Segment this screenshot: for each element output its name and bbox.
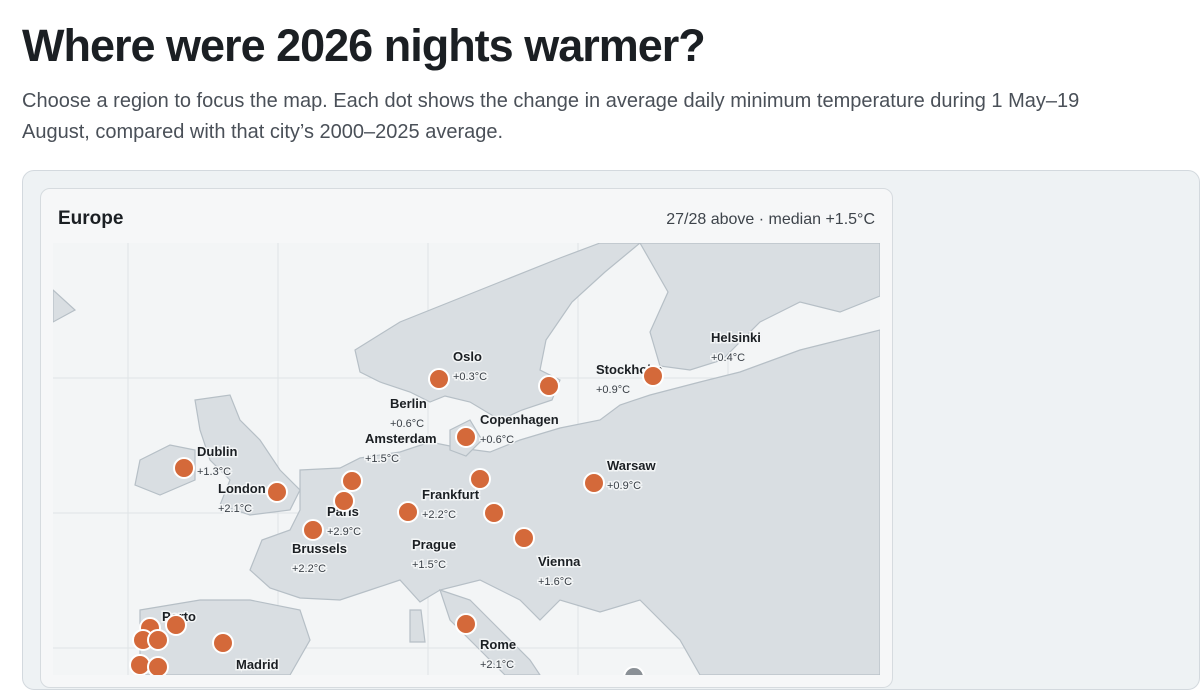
city-change: +1.5°C [365,453,399,465]
city-dot [538,375,560,397]
city-change: +1.5°C [412,559,446,571]
corsica-sardinia [409,609,426,643]
city-change: +1.6°C [538,576,572,588]
city-change: +0.3°C [453,371,487,383]
city-dot [129,654,151,675]
city-name: Oslo [453,349,482,364]
city-change: +2.1°C [480,659,514,671]
subtitle: Choose a region to focus the map. Each d… [22,90,1080,143]
city-name: Brussels [292,541,347,556]
city-dot [173,457,195,479]
continent [249,329,880,675]
city-dot [642,365,664,387]
city-dot [583,472,605,494]
city-name: Warsaw [607,458,657,473]
city-change: +0.6°C [390,418,424,430]
ireland [134,444,196,496]
city-name: Rome [480,637,516,652]
city-change: +1.3°C [197,466,231,478]
region-title: Europe [58,208,124,229]
city-dot [165,614,187,636]
city-name: Berlin [390,396,427,411]
city-name: Prague [412,537,456,552]
city-change: +0.6°C [480,434,514,446]
city-change: +0.4°C [711,352,745,364]
city-dot [302,519,324,541]
city-name: Amsterdam [365,431,437,446]
city-change: +2.2°C [292,563,326,575]
city-change: +2.9°C [327,526,361,538]
city-dot [212,632,234,654]
city-dot [623,666,645,675]
region-summary: 27/28 above · median +1.5°C [666,211,875,228]
city-name: London [218,481,266,496]
city-dot [333,490,355,512]
city-change: +0.9°C [607,480,641,492]
city-dot [147,656,169,675]
unlabelled-dots [129,375,645,675]
map: Oslo+0.3°CHelsinki+0.4°CStockholm+0.9°CB… [53,243,880,675]
city-dot [455,613,477,635]
city-change: +2.1°C [218,503,252,515]
city-dot [428,368,450,390]
city-change: +2.2°C [422,509,456,521]
city-dot [147,629,169,651]
city-dot [513,527,535,549]
city-dot [483,502,505,524]
finland [639,243,880,371]
title: Where were 2026 nights warmer? [22,20,706,71]
islet [53,289,77,323]
page: {"header": {"title": "Where were 2026 ni… [22,20,1200,690]
city-name: Madrid [236,657,279,672]
city-name: Frankfurt [422,487,480,502]
city-dots [165,365,664,654]
city-name: Vienna [538,554,581,569]
city-dot [341,470,363,492]
city-name: Copenhagen [480,412,559,427]
city-change: +0.9°C [596,384,630,396]
city-dot [266,481,288,503]
city-dot [455,426,477,448]
city-dot [397,501,419,523]
land [53,243,880,675]
city-name: Dublin [197,444,237,459]
city-name: Helsinki [711,330,761,345]
city-dot [469,468,491,490]
scandinavia [354,243,641,421]
